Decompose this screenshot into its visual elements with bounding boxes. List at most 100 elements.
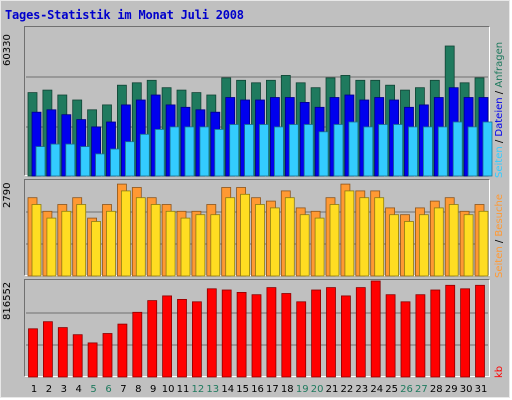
bar-top-seiten-18 <box>288 124 299 177</box>
bar-top-seiten-22 <box>348 121 359 177</box>
bar-mid-seiten-11 <box>180 217 191 277</box>
chart-title: Tages-Statistik im Monat Juli 2008 <box>5 8 244 22</box>
day-label-22: 22 <box>341 384 354 395</box>
bar-top-seiten-12 <box>199 126 210 177</box>
day-label-23: 23 <box>355 384 368 395</box>
day-label-8: 8 <box>135 384 141 395</box>
bar-bot-kb-12 <box>191 301 202 378</box>
bar-top-seiten-2 <box>50 143 61 177</box>
bar-mid-seiten-24 <box>374 197 385 277</box>
bar-mid-seiten-9 <box>150 204 161 277</box>
day-label-16: 16 <box>251 384 264 395</box>
day-label-30: 30 <box>460 384 473 395</box>
day-label-20: 20 <box>311 384 324 395</box>
bar-mid-seiten-6 <box>106 210 116 277</box>
bar-bot-kb-3 <box>57 327 68 378</box>
bar-top-seiten-17 <box>273 126 284 177</box>
bar-bot-kb-8 <box>132 311 143 378</box>
day-label-28: 28 <box>430 384 443 395</box>
bar-top-seiten-30 <box>467 126 478 177</box>
bar-mid-seiten-30 <box>463 214 474 277</box>
bar-top-seiten-10 <box>169 126 180 177</box>
bar-mid-seiten-25 <box>389 214 400 277</box>
day-label-26: 26 <box>400 384 413 395</box>
bar-bot-kb-28 <box>430 289 441 378</box>
bar-top-seiten-5 <box>95 153 105 177</box>
day-label-13: 13 <box>206 384 219 395</box>
bar-top-seiten-16 <box>259 124 269 177</box>
bar-mid-seiten-8 <box>135 197 146 277</box>
bar-bot-kb-16 <box>251 294 262 378</box>
bar-top-seiten-8 <box>139 133 150 177</box>
day-label-29: 29 <box>445 384 458 395</box>
bar-bot-kb-24 <box>370 280 381 378</box>
bar-mid-seiten-7 <box>121 190 131 277</box>
bar-mid-seiten-26 <box>404 221 414 277</box>
day-label-19: 19 <box>296 384 309 395</box>
bar-mid-seiten-3 <box>61 210 72 277</box>
day-label-25: 25 <box>385 384 398 395</box>
bar-top-seiten-9 <box>154 128 165 177</box>
day-label-2: 2 <box>46 384 52 395</box>
bar-mid-seiten-2 <box>46 217 57 277</box>
bar-mid-seiten-13 <box>210 214 221 277</box>
bar-top-seiten-15 <box>244 124 255 177</box>
bar-top-seiten-20 <box>318 131 329 177</box>
day-label-5: 5 <box>90 384 96 395</box>
day-label-1: 1 <box>31 384 37 395</box>
day-label-21: 21 <box>326 384 339 395</box>
bar-mid-seiten-4 <box>76 204 87 277</box>
day-label-27: 27 <box>415 384 428 395</box>
bar-mid-seiten-22 <box>344 190 355 277</box>
day-label-11: 11 <box>177 384 190 395</box>
bar-top-seiten-19 <box>303 124 314 177</box>
day-label-18: 18 <box>281 384 294 395</box>
bar-mid-seiten-15 <box>240 193 251 277</box>
bar-mid-seiten-10 <box>165 210 176 277</box>
bar-bot-kb-27 <box>415 294 426 378</box>
bar-mid-seiten-14 <box>225 197 236 277</box>
bar-top-seiten-26 <box>408 126 418 177</box>
day-label-6: 6 <box>105 384 111 395</box>
bar-bot-kb-30 <box>460 288 471 378</box>
bar-mid-seiten-18 <box>284 197 295 277</box>
bar-top-seiten-6 <box>110 148 120 177</box>
bar-top-seiten-23 <box>363 126 374 177</box>
day-label-15: 15 <box>236 384 249 395</box>
bar-bot-kb-19 <box>296 301 307 378</box>
bar-bot-kb-21 <box>326 287 336 378</box>
bar-bot-kb-6 <box>102 333 113 378</box>
bar-top-seiten-7 <box>125 141 135 177</box>
bar-bot-kb-31 <box>475 284 485 378</box>
bar-top-seiten-4 <box>80 146 91 177</box>
bar-bot-kb-25 <box>385 294 396 378</box>
day-label-31: 31 <box>475 384 488 395</box>
bar-top-seiten-24 <box>378 124 389 177</box>
bar-bot-kb-2 <box>43 321 53 378</box>
bar-top-seiten-28 <box>437 126 448 177</box>
bar-top-seiten-27 <box>422 126 433 177</box>
bar-bot-kb-7 <box>117 323 128 378</box>
bar-mid-seiten-28 <box>433 207 444 277</box>
day-label-12: 12 <box>192 384 205 395</box>
bar-mid-seiten-21 <box>329 204 340 277</box>
bar-bot-kb-29 <box>445 284 456 378</box>
bar-bot-kb-15 <box>236 291 247 378</box>
bar-top-seiten-14 <box>229 124 240 177</box>
bar-mid-seiten-17 <box>269 207 280 277</box>
bar-bot-kb-14 <box>221 289 232 378</box>
day-label-10: 10 <box>162 384 175 395</box>
bar-top-seiten-11 <box>184 126 195 177</box>
bar-top-seiten-13 <box>214 128 225 177</box>
bar-mid-seiten-20 <box>314 217 325 277</box>
bar-mid-seiten-16 <box>255 204 265 277</box>
bar-bot-kb-1 <box>28 328 38 378</box>
day-label-4: 4 <box>76 384 82 395</box>
bar-top-seiten-3 <box>65 143 76 177</box>
bar-mid-seiten-27 <box>418 214 429 277</box>
day-label-9: 9 <box>150 384 156 395</box>
day-label-17: 17 <box>266 384 279 395</box>
bar-bot-kb-9 <box>147 300 158 378</box>
bar-bot-kb-26 <box>400 301 411 378</box>
bar-mid-seiten-5 <box>91 221 101 277</box>
